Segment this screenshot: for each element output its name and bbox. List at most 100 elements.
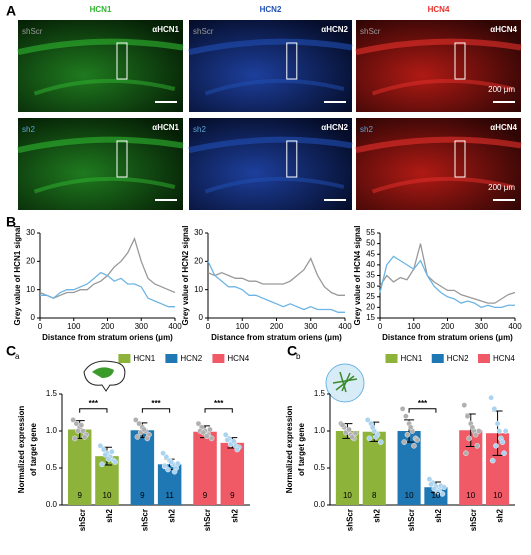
x-tick-label: shScr [78, 509, 87, 531]
data-point [466, 435, 472, 442]
data-point [141, 426, 147, 433]
row-label: shScr [22, 27, 43, 36]
significance: *** [418, 399, 428, 408]
legend-label: HCN2 [180, 354, 202, 363]
bar [67, 429, 92, 505]
data-point [476, 428, 482, 434]
data-point [208, 435, 215, 442]
panel-label: C [6, 343, 16, 359]
x-tick-label: shScr [203, 509, 212, 531]
data-point [472, 431, 479, 438]
legend-swatch [118, 354, 131, 363]
y-tick-label: 15 [366, 313, 375, 322]
data-point [70, 417, 76, 423]
x-tick-label: 400 [168, 322, 182, 331]
line-series [379, 255, 515, 309]
scale-label: 200 μm [488, 85, 515, 94]
y-axis-label: Grey value of HCN2 signal [181, 225, 190, 325]
significance: *** [151, 399, 161, 408]
legend-swatch [431, 354, 444, 363]
data-point [102, 451, 109, 458]
y-tick-label: 25 [366, 292, 375, 301]
y-tick-label: 0 [199, 313, 204, 322]
x-tick-label: 100 [67, 322, 81, 331]
data-point [203, 433, 210, 439]
column-title: HCN2 [260, 5, 282, 14]
tissue-band [188, 38, 353, 56]
n-label: 11 [165, 491, 174, 500]
significance: *** [214, 399, 224, 408]
panel-label: C [287, 343, 297, 359]
roi-box [454, 140, 466, 178]
data-point [161, 462, 168, 469]
line-series [39, 236, 176, 299]
y-tick-label: 30 [366, 281, 375, 290]
data-point [407, 424, 414, 431]
legend-label: HCN2 [447, 354, 469, 363]
x-tick-label: shScr [346, 509, 355, 531]
row-label: sh2 [193, 125, 206, 134]
data-point [491, 405, 498, 412]
n-label: 9 [140, 491, 145, 500]
data-point [501, 450, 507, 457]
x-tick-label: sh2 [372, 508, 381, 522]
y-tick-label: 0.5 [46, 463, 58, 472]
y-tick-label: 45 [366, 249, 375, 258]
x-tick-label: 0 [206, 322, 211, 331]
bar [130, 430, 155, 505]
data-point [81, 434, 88, 440]
y-tick-label: 20 [26, 256, 35, 265]
data-point [489, 457, 496, 464]
legend-label: HCN1 [133, 354, 155, 363]
data-point [401, 439, 408, 445]
tissue-band [371, 78, 514, 96]
n-label: 9 [77, 491, 82, 500]
data-point [461, 402, 468, 408]
sig-bracket [141, 408, 171, 413]
y-tick-label: 10 [194, 285, 203, 294]
micrograph [18, 20, 183, 112]
n-label: 9 [203, 491, 208, 500]
sig-bracket [79, 408, 108, 413]
x-tick-label: 0 [38, 322, 43, 331]
data-point [224, 437, 231, 443]
roi-box [116, 42, 128, 80]
y-tick-label: 1.5 [314, 389, 326, 398]
row-label: sh2 [22, 125, 35, 134]
roi-box [454, 42, 466, 80]
tissue-band [17, 136, 184, 154]
micrograph [18, 118, 183, 210]
x-tick-label: 300 [304, 322, 318, 331]
legend-label: HCN4 [227, 354, 249, 363]
bar [459, 430, 483, 505]
y-tick-label: 55 [366, 228, 375, 237]
data-point [75, 428, 81, 434]
y-axis-label: Normalized expression [17, 406, 26, 494]
data-point [373, 434, 379, 440]
data-point [195, 420, 202, 427]
legend-swatch [212, 354, 225, 363]
data-point [78, 422, 85, 428]
data-point [231, 438, 237, 445]
data-point [144, 435, 151, 442]
antibody-label: αHCN1 [152, 25, 179, 34]
brain-icon [83, 360, 126, 392]
y-tick-label: 1.0 [46, 426, 58, 435]
line-series [379, 243, 516, 304]
data-point [346, 426, 352, 433]
y-axis-label: of target gene [297, 423, 306, 476]
data-point [234, 446, 241, 453]
y-axis-label: of target gene [29, 423, 38, 476]
roi-box [286, 42, 298, 80]
data-point [134, 434, 141, 440]
roi-box [286, 140, 298, 178]
tissue-band [188, 136, 353, 154]
data-point [71, 435, 78, 442]
panel-label: A [6, 3, 16, 19]
legend-swatch [478, 354, 490, 363]
bar [220, 442, 245, 505]
panel-label: B [6, 214, 16, 230]
column-title: HCN1 [90, 5, 112, 14]
x-tick-label: 400 [508, 322, 522, 331]
n-label: 9 [230, 491, 235, 500]
